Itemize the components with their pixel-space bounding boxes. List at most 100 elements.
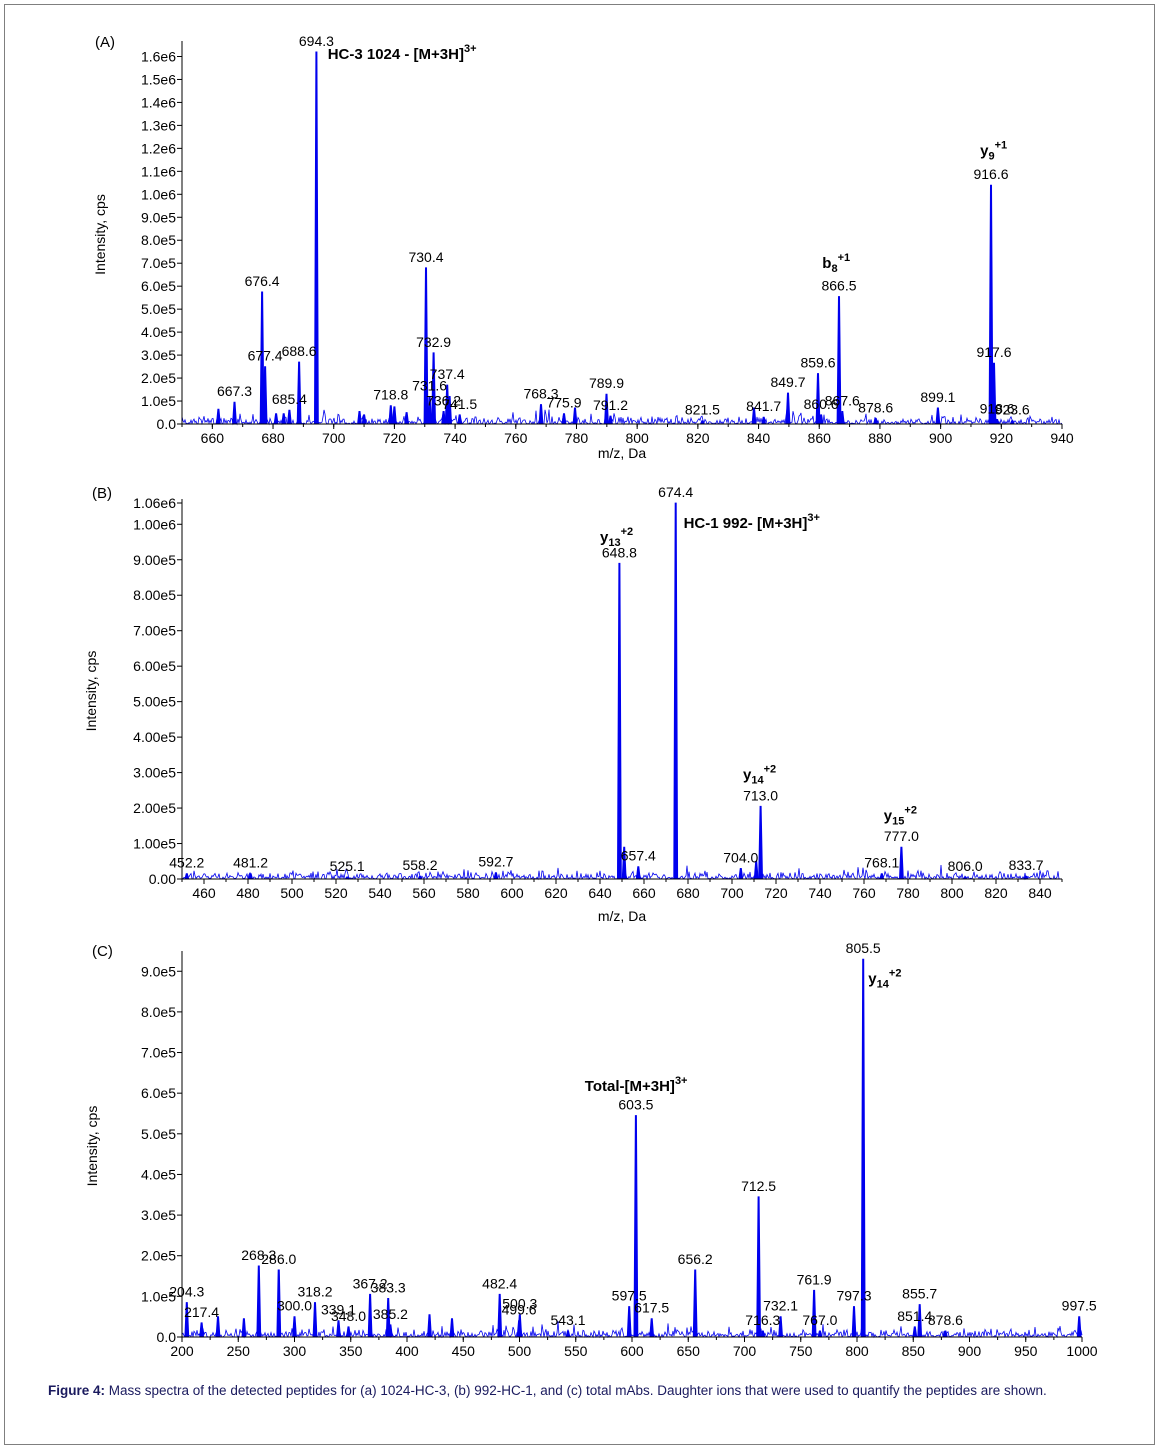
peak-label: 383.3	[371, 1279, 406, 1295]
peak-label: 732.1	[763, 1298, 798, 1314]
x-tick-label: 880	[868, 430, 892, 446]
peak-label: 805.5	[846, 940, 881, 956]
peak-label: 617.5	[634, 1300, 669, 1316]
peak-label: 318.2	[297, 1284, 332, 1300]
y-tick-label: 2.0e5	[141, 370, 176, 386]
peak-label: 775.9	[546, 395, 581, 411]
x-tick-label: 550	[564, 1343, 588, 1359]
peak	[391, 406, 397, 425]
ion-annotation: HC-3 1024 - [M+3H]3+	[328, 43, 477, 63]
peak	[388, 405, 394, 425]
peak-label: 367.2	[353, 1275, 388, 1291]
peak	[692, 1269, 698, 1338]
y-tick-label: 1.00e5	[133, 836, 176, 852]
peak-label: 859.6	[800, 355, 835, 371]
peak-label: 833.7	[1009, 857, 1044, 873]
peak-label: 676.4	[245, 273, 280, 289]
peak	[912, 1326, 918, 1338]
peak	[256, 1265, 262, 1338]
y-tick-label: 7.00e5	[133, 623, 176, 639]
peak-label: 878.6	[928, 1312, 963, 1328]
peak	[427, 1314, 432, 1338]
peak-label: 761.9	[797, 1271, 832, 1287]
y-tick-label: 4.0e5	[141, 324, 176, 340]
peak	[879, 873, 885, 880]
ion-annotation: y9+1	[980, 139, 1007, 162]
spectrum-panel-1: (A)667.3676.4677.4685.4688.6694.3718.873…	[92, 33, 1074, 461]
peak	[673, 502, 679, 880]
peak-label: 997.5	[1062, 1298, 1097, 1314]
figure-caption: Figure 4: Mass spectra of the detected p…	[48, 1382, 1138, 1399]
x-tick-label: 350	[339, 1343, 363, 1359]
peak	[457, 414, 463, 425]
peak-label: 694.3	[299, 33, 334, 49]
peak-label: 500.3	[502, 1296, 537, 1312]
x-tick-label: 1000	[1066, 1343, 1097, 1359]
peak	[199, 1322, 205, 1338]
peak-label: 300.0	[277, 1298, 312, 1314]
y-tick-label: 1.1e6	[141, 163, 176, 179]
peak-label: 597.5	[612, 1288, 647, 1304]
peak	[241, 1318, 247, 1338]
y-tick-label: 9.00e5	[133, 552, 176, 568]
x-tick-label: 780	[565, 430, 589, 446]
y-tick-label: 4.00e5	[133, 729, 176, 745]
peak	[860, 958, 866, 1338]
peak-label: 339.1	[321, 1302, 356, 1318]
peak	[649, 1318, 655, 1338]
y-tick-label: 7.0e5	[141, 255, 176, 271]
peak-label: 899.1	[920, 389, 955, 405]
x-tick-label: 480	[236, 885, 260, 901]
x-tick-label: 800	[625, 430, 649, 446]
x-tick-label: 700	[322, 430, 346, 446]
peak-label: 712.5	[741, 1178, 776, 1194]
y-tick-label: 1.5e6	[141, 71, 176, 87]
peak	[367, 1293, 373, 1338]
x-axis-label: m/z, Da	[598, 445, 646, 461]
baseline-noise-trace	[181, 1321, 1083, 1339]
spectrum-panel-2: (B) 452.2 481.2 525.1 558.2 592.7 648.8 657.4 67…	[83, 484, 1063, 924]
peak-label: 525.1	[330, 858, 365, 874]
y-tick-label: 8.0e5	[141, 1004, 176, 1020]
peak	[493, 872, 499, 880]
y-tick-label: 1.00e6	[133, 516, 176, 532]
peak-label: 878.6	[858, 399, 893, 415]
peak-label: 736.2	[426, 392, 461, 408]
caption-text: Mass spectra of the detected peptides fo…	[105, 1383, 1047, 1398]
x-tick-label: 740	[443, 430, 467, 446]
x-tick-label: 600	[500, 885, 524, 901]
panel-label: (C)	[92, 943, 113, 960]
ion-annotation: y14+2	[743, 764, 776, 787]
peak-label: 656.2	[678, 1251, 713, 1267]
y-tick-label: 3.00e5	[133, 765, 176, 781]
x-tick-label: 840	[747, 430, 771, 446]
peak	[232, 401, 237, 425]
peak-label: 677.4	[248, 348, 283, 364]
peak-label: 918.6	[980, 400, 1015, 416]
x-tick-label: 600	[620, 1343, 644, 1359]
x-tick-label: 640	[588, 885, 612, 901]
y-axis-label: Intensity, cps	[84, 1106, 100, 1187]
y-tick-label: 5.0e5	[141, 1126, 176, 1142]
y-tick-label: 1.0e6	[141, 186, 176, 202]
peak-label: 741.5	[442, 396, 477, 412]
peak-label: 718.8	[373, 387, 408, 403]
peak-label: 777.0	[884, 828, 919, 844]
peak-label: 917.6	[976, 344, 1011, 360]
peak-label: 704.0	[723, 849, 758, 865]
x-tick-label: 300	[283, 1343, 307, 1359]
peak-label: 916.6	[973, 166, 1008, 182]
caption-label: Figure 4:	[48, 1383, 106, 1398]
peak	[538, 404, 544, 425]
peak	[313, 51, 319, 425]
peak-label: 821.5	[685, 402, 720, 418]
peak-label: 204.3	[169, 1284, 204, 1300]
peak-label: 286.0	[261, 1251, 296, 1267]
y-tick-label: 1.0e5	[141, 393, 176, 409]
y-tick-label: 2.00e5	[133, 800, 176, 816]
x-tick-label: 780	[896, 885, 920, 901]
peak-label: 730.4	[408, 249, 443, 265]
peak-label: 731.6	[412, 377, 447, 393]
peak-label: 767.0	[802, 1312, 837, 1328]
